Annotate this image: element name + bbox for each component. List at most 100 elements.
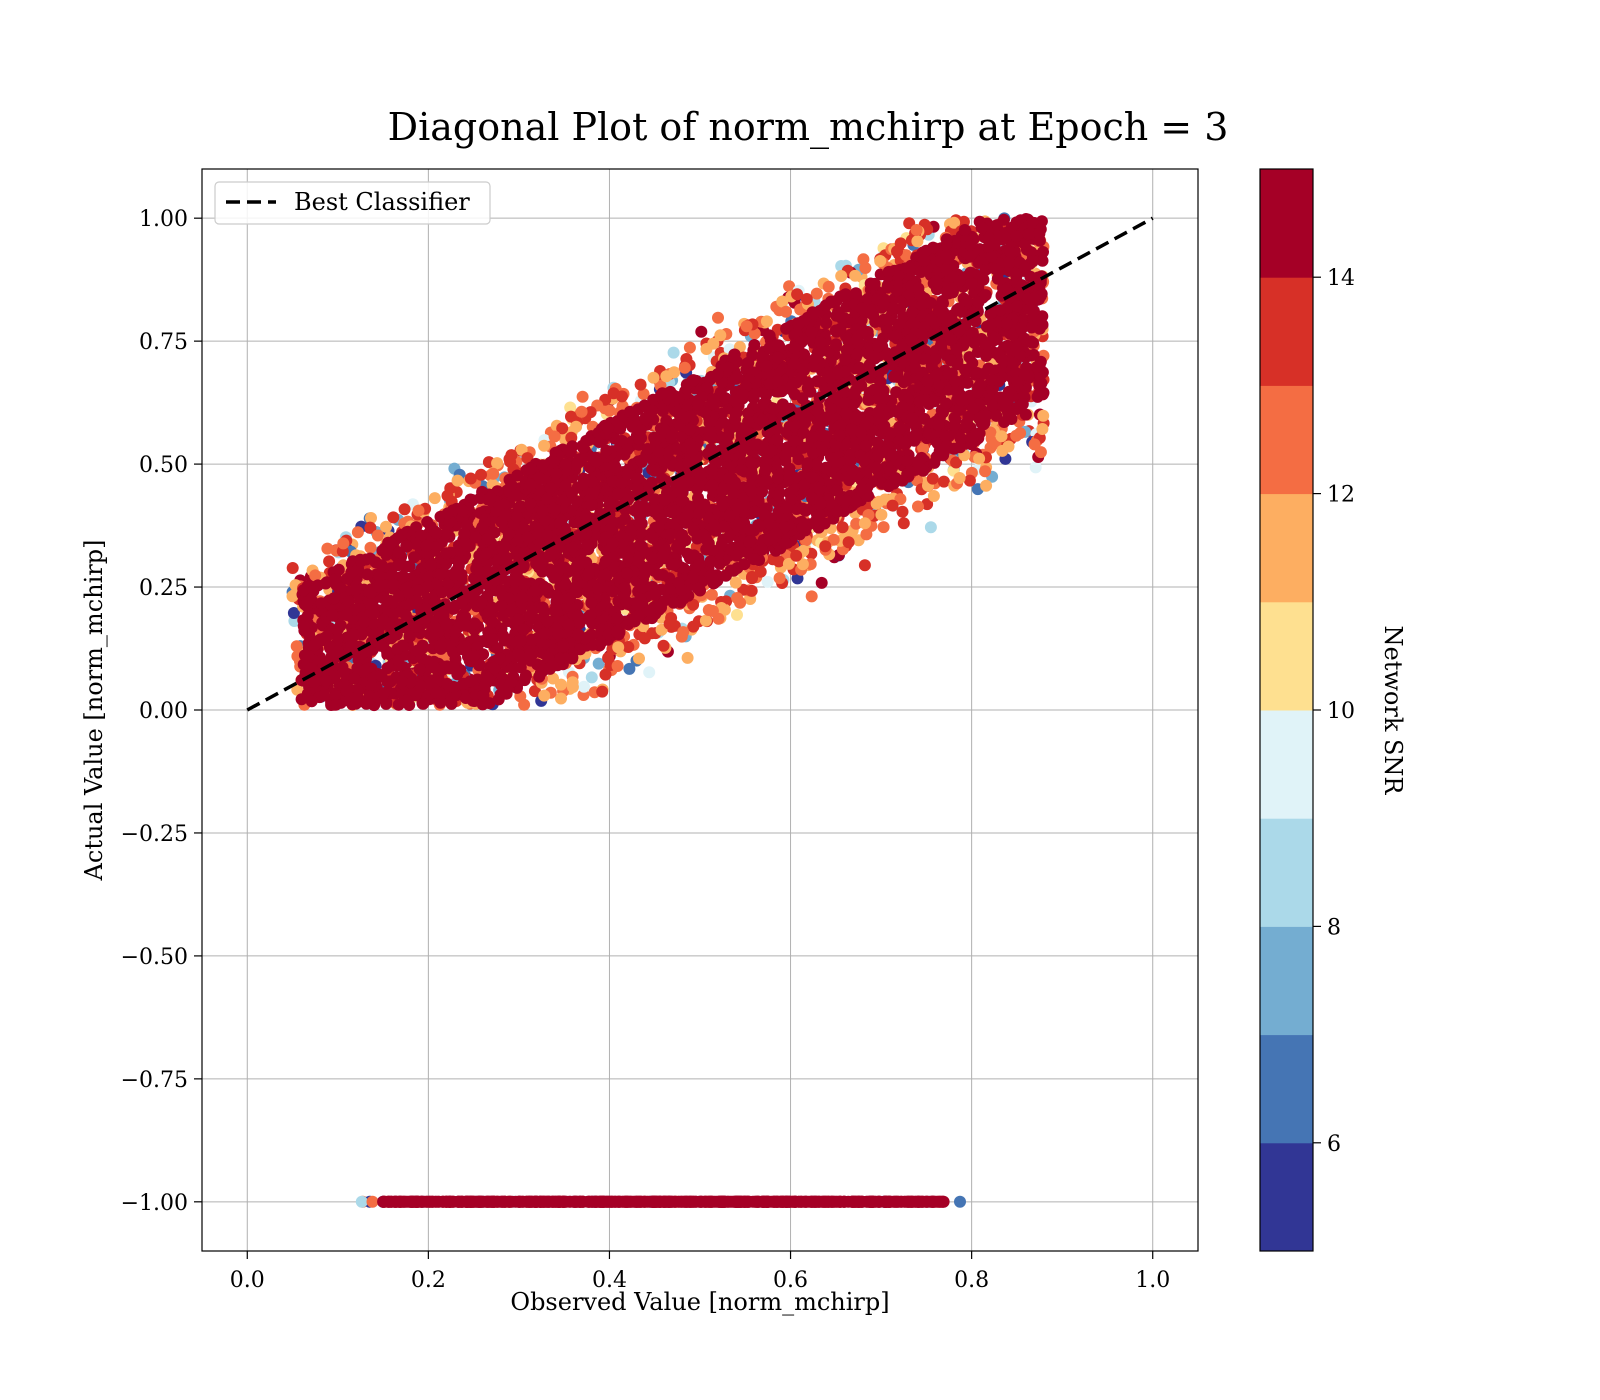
scatter-point (1028, 438, 1041, 451)
scatter-point (953, 472, 966, 484)
scatter-point (891, 245, 903, 258)
scatter-point (822, 280, 835, 293)
scatter-point (836, 521, 849, 534)
scatter-point (705, 588, 718, 601)
scatter-point (791, 288, 804, 301)
scatter-point (337, 537, 350, 550)
scatter-point (849, 269, 862, 282)
scatter-point (729, 576, 742, 589)
scatter-point (973, 452, 986, 465)
scatter-point (555, 678, 567, 691)
scatter-point (603, 404, 616, 417)
scatter-point (576, 390, 589, 403)
scatter-point (699, 614, 712, 627)
scatter-point (633, 652, 645, 665)
scatter-point (428, 492, 441, 505)
scatter-point (441, 489, 454, 502)
scatter-point (805, 590, 818, 603)
scatter-point (491, 457, 504, 470)
scatter-point (575, 405, 588, 418)
scatter-point (578, 680, 590, 693)
scatter-point (538, 439, 551, 452)
scatter-point (760, 315, 773, 328)
scatter-point (365, 512, 377, 524)
scatter-point (611, 660, 624, 672)
scatter-point (927, 490, 940, 502)
scatter-point (351, 526, 364, 539)
scatter-point (371, 529, 384, 542)
scatter-point (877, 521, 890, 534)
scatter-point (599, 668, 612, 681)
scatter-point (663, 617, 676, 630)
scatter-point (702, 604, 715, 616)
scatter-point (896, 505, 909, 518)
scatter-point (286, 590, 299, 603)
scatter-point (643, 666, 656, 679)
scatter-point (1029, 461, 1042, 474)
scatter-point (592, 657, 605, 670)
scatter-point (387, 511, 400, 524)
scatter-point (678, 361, 691, 374)
scatter-point (912, 500, 924, 513)
scatter-point (695, 325, 708, 338)
scatter-point (667, 346, 680, 359)
scatter-point (596, 685, 609, 698)
scatter-point (740, 320, 753, 333)
scatter-point (612, 641, 625, 654)
scatter-point (677, 626, 690, 639)
scatter-point (683, 341, 696, 354)
scatter-point (321, 542, 334, 555)
scatter-point (398, 503, 411, 516)
plot-area: 0.0 0.2 0.4 0.6 0.8 1.0 1.000.750.500.250.00−… (121, 168, 1199, 1293)
scatter-point (776, 295, 789, 308)
scatter-point (287, 607, 300, 619)
scatter-point (451, 474, 464, 487)
scatter-point (921, 498, 934, 511)
scatter-point (464, 472, 477, 485)
scatter-point (979, 465, 992, 478)
scatter-points (286, 212, 1050, 1208)
scatter-point (623, 662, 636, 675)
scatter-point (783, 280, 796, 293)
scatter-point (858, 517, 871, 530)
scatter-point (1014, 427, 1027, 440)
scatter-point (780, 305, 792, 318)
scatter-point (570, 420, 583, 433)
scatter-point (911, 235, 924, 248)
scatter-point (566, 676, 579, 689)
scatter-point (616, 390, 628, 403)
scatter-point (924, 521, 937, 534)
scatter-point (602, 652, 615, 664)
scatter-point (548, 430, 561, 443)
scatter-point (995, 430, 1008, 443)
scatter-point (910, 224, 923, 236)
scatter-point (874, 255, 887, 267)
scatter-point (842, 536, 855, 549)
scatter-point (681, 651, 694, 664)
scatter-point (954, 432, 967, 445)
scatter-point (977, 273, 990, 286)
scatter-point (412, 504, 425, 517)
scatter-point (647, 371, 660, 384)
scatter-point (660, 370, 673, 383)
scatter-point (963, 474, 976, 487)
scatter-point (900, 374, 913, 387)
scatter-point (875, 508, 888, 521)
chart-title: Diagonal Plot of norm_mchirp at Epoch = … (388, 105, 1229, 150)
scatter-point (815, 576, 828, 589)
scatter-point (564, 401, 577, 414)
scatter-point (731, 608, 743, 621)
scatter-point (323, 555, 336, 568)
scatter-point (475, 468, 487, 481)
scatter-point (926, 472, 939, 485)
scatter-point (585, 671, 598, 684)
scatter-point (819, 540, 832, 553)
scatter-point (773, 572, 786, 585)
scatter-point (858, 559, 871, 572)
scatter-point (790, 549, 803, 562)
scatter-point (1037, 409, 1050, 422)
scatter-point (857, 253, 870, 266)
scatter-point (555, 692, 567, 705)
scatter-point (860, 528, 873, 541)
